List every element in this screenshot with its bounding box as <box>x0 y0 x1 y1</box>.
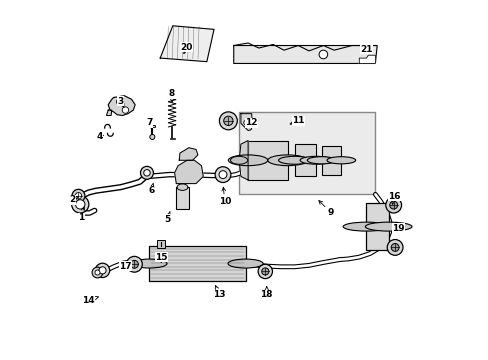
Circle shape <box>75 193 81 199</box>
Bar <box>239 112 375 194</box>
Circle shape <box>223 116 233 126</box>
Text: 3: 3 <box>118 96 123 107</box>
Text: 7: 7 <box>146 118 152 129</box>
Polygon shape <box>233 45 376 63</box>
Ellipse shape <box>326 157 355 164</box>
Text: 5: 5 <box>164 212 170 224</box>
Ellipse shape <box>228 155 267 166</box>
Circle shape <box>76 200 85 209</box>
Circle shape <box>140 166 153 179</box>
Circle shape <box>72 196 89 213</box>
Bar <box>321 146 341 175</box>
Polygon shape <box>108 96 135 116</box>
Circle shape <box>116 99 122 105</box>
Ellipse shape <box>132 259 167 268</box>
Ellipse shape <box>365 222 411 231</box>
Circle shape <box>219 171 226 179</box>
Bar <box>294 144 316 176</box>
Circle shape <box>244 120 248 125</box>
Circle shape <box>99 267 106 274</box>
Circle shape <box>258 264 272 279</box>
Text: 1: 1 <box>78 207 85 222</box>
Circle shape <box>130 260 138 268</box>
Ellipse shape <box>306 157 335 164</box>
Circle shape <box>319 50 327 59</box>
Circle shape <box>219 112 237 130</box>
Circle shape <box>126 256 142 272</box>
Text: 12: 12 <box>245 118 257 127</box>
Text: 13: 13 <box>213 285 225 299</box>
Text: 15: 15 <box>155 253 167 262</box>
Polygon shape <box>359 55 375 63</box>
Circle shape <box>143 170 150 176</box>
Polygon shape <box>179 148 198 160</box>
Circle shape <box>261 268 268 275</box>
Text: 14: 14 <box>82 296 98 305</box>
Polygon shape <box>160 26 214 62</box>
Bar <box>149 125 155 127</box>
Ellipse shape <box>227 259 263 268</box>
Text: 10: 10 <box>218 187 230 206</box>
Bar <box>247 140 287 180</box>
Ellipse shape <box>177 184 187 190</box>
Circle shape <box>390 243 398 251</box>
Circle shape <box>95 270 100 275</box>
Circle shape <box>72 189 85 202</box>
Polygon shape <box>174 160 203 184</box>
Circle shape <box>215 167 230 183</box>
Ellipse shape <box>267 155 306 166</box>
Text: 21: 21 <box>360 45 372 54</box>
Bar <box>366 203 388 250</box>
Circle shape <box>95 263 109 278</box>
Ellipse shape <box>230 156 247 164</box>
Text: 20: 20 <box>180 43 192 54</box>
Bar <box>149 246 245 281</box>
Circle shape <box>389 201 397 209</box>
Text: 9: 9 <box>318 201 333 217</box>
Polygon shape <box>239 140 247 180</box>
Text: 18: 18 <box>260 287 272 299</box>
Ellipse shape <box>300 156 332 164</box>
Circle shape <box>385 197 401 213</box>
Text: 11: 11 <box>289 116 304 125</box>
Text: 8: 8 <box>168 89 175 102</box>
Ellipse shape <box>278 156 310 164</box>
Circle shape <box>122 107 128 113</box>
Text: 4: 4 <box>96 132 103 141</box>
Bar <box>175 187 189 209</box>
Polygon shape <box>106 110 112 116</box>
Ellipse shape <box>343 222 389 231</box>
Bar <box>169 138 174 139</box>
Text: 2: 2 <box>69 195 78 204</box>
Text: 17: 17 <box>119 262 131 271</box>
Circle shape <box>92 267 102 278</box>
Polygon shape <box>241 114 252 131</box>
Text: 19: 19 <box>391 222 404 233</box>
Circle shape <box>386 239 402 255</box>
Text: 6: 6 <box>148 183 154 195</box>
Text: 16: 16 <box>387 192 400 204</box>
Bar <box>157 240 164 248</box>
Circle shape <box>149 134 155 139</box>
